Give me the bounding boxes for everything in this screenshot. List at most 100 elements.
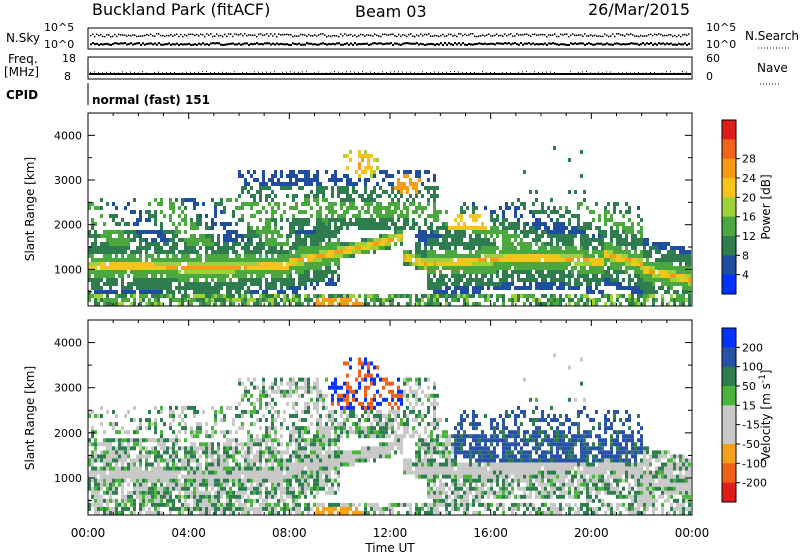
nsky-dot: [366, 34, 368, 36]
power-cell: [571, 258, 574, 262]
power-cell: [634, 258, 637, 262]
power-cell: [640, 266, 643, 270]
power-cell: [634, 286, 637, 290]
power-cell: [502, 218, 505, 222]
power-cell: [685, 290, 688, 294]
power-cell: [640, 226, 643, 230]
power-cell: [652, 298, 655, 302]
power-cell: [505, 286, 508, 290]
power-cell: [592, 234, 595, 238]
power-cell: [499, 254, 502, 258]
power-cell: [292, 242, 295, 246]
power-cell: [508, 262, 511, 266]
velocity-cell: [115, 503, 118, 507]
nsearch-top-tick: 10^5: [706, 21, 736, 34]
power-cell: [550, 250, 553, 254]
power-cell: [160, 226, 163, 230]
nsky-dot: [488, 43, 490, 45]
velocity-cell: [169, 479, 172, 483]
power-cell: [535, 270, 538, 274]
nsky-dot: [394, 42, 396, 44]
power-cell: [601, 270, 604, 274]
power-cell: [541, 246, 544, 250]
power-cell: [211, 254, 214, 258]
power-cell: [256, 262, 259, 266]
power-cell: [553, 302, 556, 306]
power-cell: [481, 242, 484, 246]
power-cell: [148, 290, 151, 294]
power-cell: [328, 270, 331, 274]
power-cell: [436, 194, 439, 198]
power-cell: [649, 294, 652, 298]
power-cell: [526, 246, 529, 250]
power-cell: [364, 246, 367, 250]
power-cell: [667, 270, 670, 274]
power-cell: [454, 298, 457, 302]
power-cell: [238, 294, 241, 298]
nsky-dot: [94, 36, 96, 38]
power-cell: [196, 266, 199, 270]
velocity-cell: [121, 475, 124, 479]
power-cell: [430, 234, 433, 238]
power-cell: [355, 250, 358, 254]
nsky-dot: [152, 35, 154, 37]
nsky-dot: [316, 35, 318, 37]
power-cell: [379, 214, 382, 218]
power-cell: [685, 274, 688, 278]
power-cell: [211, 198, 214, 202]
velocity-cell: [169, 414, 172, 418]
nsky-dot: [610, 44, 612, 46]
nsky-dot: [466, 35, 468, 37]
power-cell: [151, 274, 154, 278]
power-cell: [283, 258, 286, 262]
power-cell: [553, 206, 556, 210]
velocity-cell: [133, 467, 136, 471]
power-cell: [433, 302, 436, 306]
power-cell: [610, 294, 613, 298]
power-cell: [169, 266, 172, 270]
power-cell: [514, 234, 517, 238]
power-cell: [160, 230, 163, 234]
velocity-cell: [160, 467, 163, 471]
power-cell: [145, 254, 148, 258]
nave-dot: [258, 72, 259, 73]
power-cell: [334, 262, 337, 266]
power-cell: [457, 258, 460, 262]
power-cell: [214, 210, 217, 214]
power-cell: [316, 262, 319, 266]
power-cell: [277, 266, 280, 270]
power-cell: [610, 246, 613, 250]
power-cell: [340, 242, 343, 246]
power-cell: [352, 242, 355, 246]
nave-dot: [230, 73, 231, 74]
power-cell: [118, 242, 121, 246]
nave-dot: [346, 71, 347, 72]
power-cell: [652, 282, 655, 286]
power-cell: [361, 238, 364, 242]
nave-dot: [466, 72, 467, 73]
power-cell: [208, 226, 211, 230]
power-cell: [472, 246, 475, 250]
power-cell: [415, 206, 418, 210]
power-cell: [346, 222, 349, 226]
power-cell: [520, 278, 523, 282]
power-cell: [280, 262, 283, 266]
power-cell: [238, 298, 241, 302]
power-cell: [439, 254, 442, 258]
power-cell: [322, 274, 325, 278]
power-cell: [514, 246, 517, 250]
power-cell: [187, 242, 190, 246]
power-cell: [439, 290, 442, 294]
power-cell: [229, 270, 232, 274]
velocity-cell: [154, 450, 157, 454]
power-cell: [154, 298, 157, 302]
power-cell: [622, 238, 625, 242]
power-cell: [523, 234, 526, 238]
power-cell: [589, 226, 592, 230]
power-cell: [241, 246, 244, 250]
power-cell: [619, 242, 622, 246]
power-cell: [193, 202, 196, 206]
power-cell: [118, 270, 121, 274]
power-cell: [388, 174, 391, 178]
power-cell: [493, 210, 496, 214]
